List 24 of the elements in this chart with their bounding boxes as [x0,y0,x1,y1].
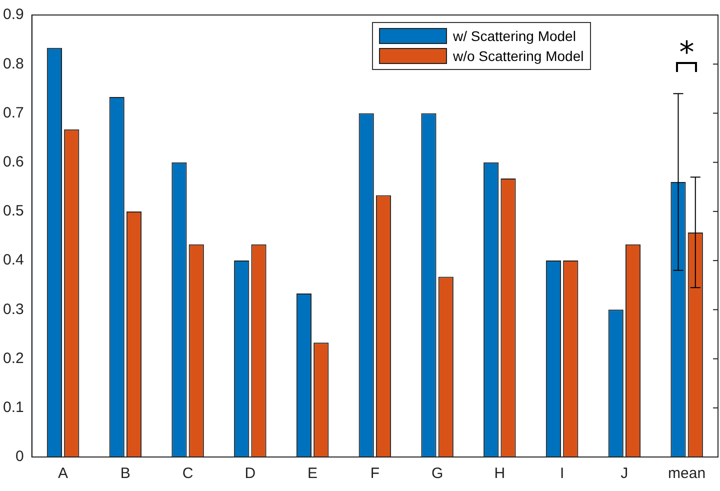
x-tick-label: C [182,465,194,482]
x-tick-label: B [120,465,130,482]
y-tick-label: 0 [16,448,24,466]
legend-label: w/ Scattering Model [453,27,576,46]
y-tick-label: 0.1 [2,399,24,416]
x-tick-label: I [560,465,564,482]
y-tick-label: 0.9 [2,6,24,24]
y-tick-label: 0.3 [2,300,24,318]
x-tick-label: E [308,465,318,482]
y-tick-label: 0.6 [2,153,24,170]
y-tick-label: 0.5 [2,202,24,220]
x-tick-label: A [58,465,68,482]
annotation: * [679,35,694,70]
y-tick-label: 0.4 [2,252,24,269]
x-tick-label: mean [668,465,706,482]
x-tick-label: F [370,465,380,482]
x-tick-label: D [244,465,256,482]
legend-label: w/o Scattering Model [453,47,584,66]
x-tick-label: G [431,465,444,482]
x-tick-label: J [620,465,628,482]
y-tick-label: 0.8 [2,55,24,72]
x-tick-label: H [494,465,506,482]
y-tick-label: 0.7 [2,104,24,122]
y-tick-label: 0.2 [2,350,24,367]
